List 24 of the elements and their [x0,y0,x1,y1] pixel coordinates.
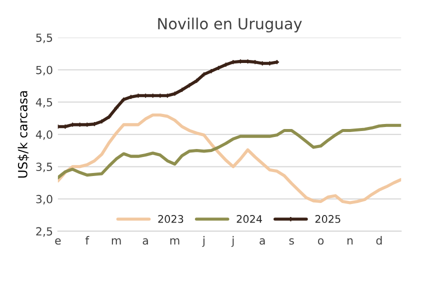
x-tick-label: s [289,238,294,245]
x-tick-label: j [202,236,204,247]
y-tick-label: 5,5 [36,34,52,44]
chart-title: Novillo en Uruguay [158,18,302,32]
y-tick-label: 3,5 [36,162,52,172]
y-tick-label: 4,0 [36,130,52,140]
x-tick-label: n [347,238,353,245]
y-tick-label: 4,5 [36,98,52,108]
x-tick-label: e [55,238,61,245]
y-tick-label: 2,5 [36,227,52,237]
x-tick-label: o [318,238,324,245]
x-tick-label: m [112,238,121,245]
x-tick-label: a [260,238,265,245]
y-tick-label: 3,0 [36,194,52,204]
x-tick-label: j [231,236,234,247]
y-axis-title: US$/k carcasa [18,91,30,178]
x-tick-label: a [142,238,148,245]
legend-label: 2025 [315,215,340,223]
y-tick-label: 5,0 [36,66,52,76]
legend-label: 2024 [236,215,262,223]
x-tick-label: d [376,236,382,245]
x-tick-label: m [170,238,180,245]
legend-label: 2023 [158,215,184,223]
x-tick-label: f [85,236,90,245]
